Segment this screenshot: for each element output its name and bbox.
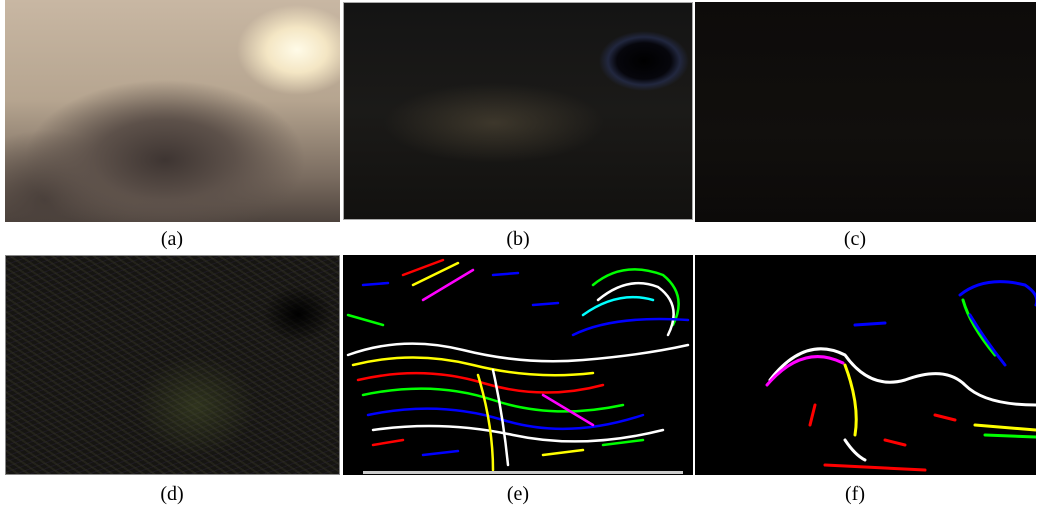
image-e bbox=[343, 255, 693, 475]
image-b bbox=[343, 2, 693, 220]
caption: (b) bbox=[458, 228, 578, 251]
caption: (d) bbox=[112, 483, 232, 506]
caption: (e) bbox=[458, 483, 578, 506]
figure: (a) (b) (c) (d) (e) (f) bbox=[0, 0, 1041, 511]
caption: (f) bbox=[795, 483, 915, 506]
caption: (c) bbox=[795, 228, 915, 251]
image-f bbox=[695, 255, 1036, 475]
image-c bbox=[695, 2, 1036, 222]
image-d bbox=[5, 255, 340, 475]
caption: (a) bbox=[112, 228, 232, 251]
image-a bbox=[5, 0, 340, 222]
